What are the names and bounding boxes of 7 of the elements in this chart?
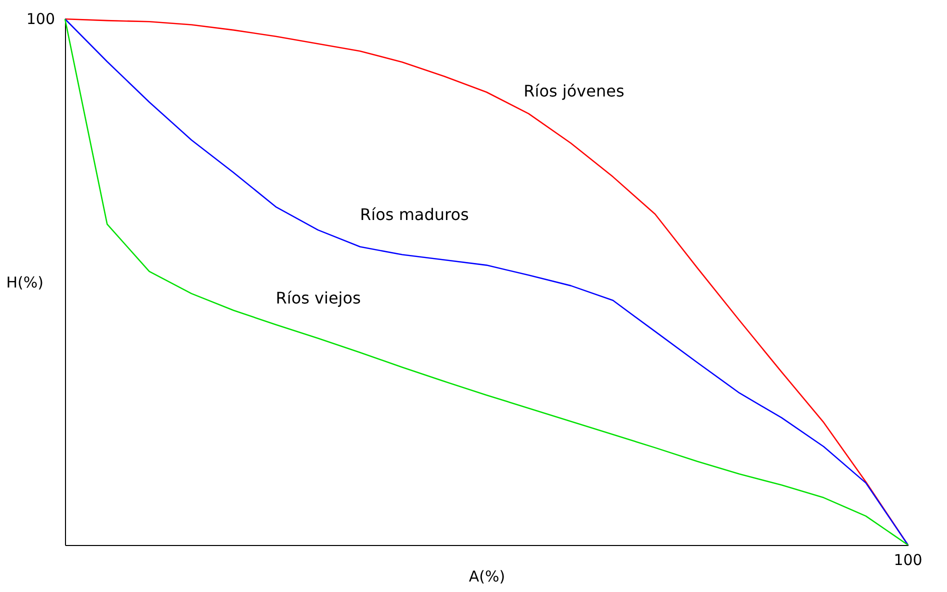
series-label: Ríos viejos <box>276 288 361 308</box>
text: 100 <box>26 10 55 28</box>
x-axis-title: A(%) <box>468 568 506 586</box>
y-axis-title: H(%) <box>6 274 44 292</box>
series-label: Ríos jóvenes <box>524 82 624 101</box>
series-label: Ríos maduros <box>360 204 469 224</box>
text: 100 <box>894 551 922 569</box>
